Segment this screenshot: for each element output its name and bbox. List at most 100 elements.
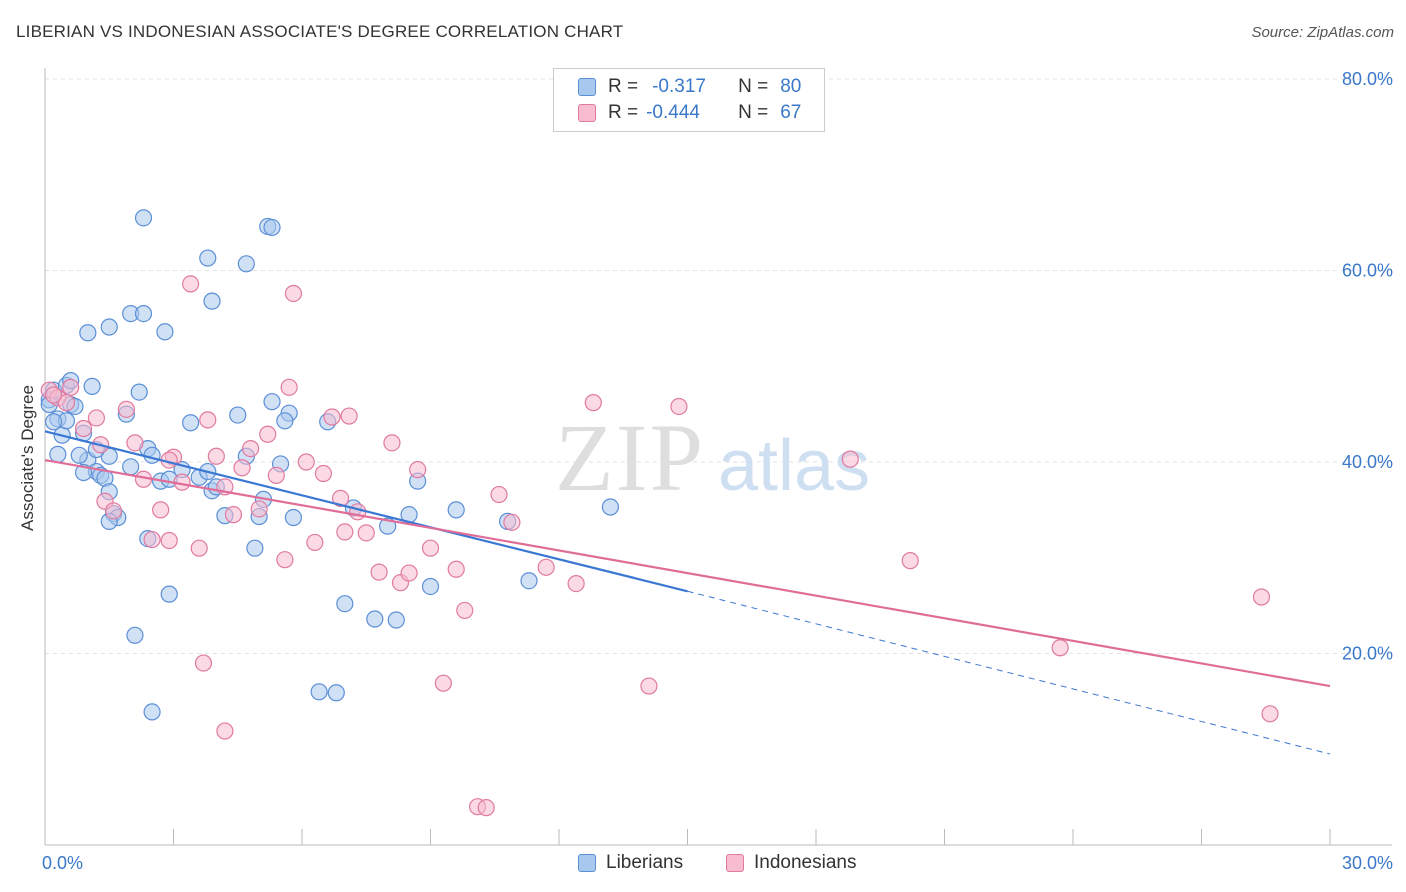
point-indonesian: [62, 378, 80, 396]
point-indonesian: [194, 654, 213, 672]
point-indonesian: [74, 419, 93, 438]
point-indonesian: [370, 563, 388, 581]
point-indonesian: [340, 407, 358, 425]
point-indonesian: [87, 409, 106, 427]
point-liberian: [229, 406, 247, 424]
axes: [44, 68, 1392, 846]
point-indonesian: [250, 500, 268, 518]
point-liberian: [276, 412, 294, 430]
point-indonesian: [44, 386, 63, 404]
point-liberian: [44, 413, 63, 431]
legend-label-indonesians: Indonesians: [754, 852, 857, 873]
point-indonesian: [152, 501, 170, 519]
y-axis-label: Associate's Degree: [18, 385, 37, 531]
point-indonesian: [584, 394, 602, 412]
point-indonesian: [160, 531, 178, 550]
point-liberian: [284, 508, 303, 527]
point-indonesian: [306, 533, 324, 552]
legend-row-indonesians: R = -0.444 N = 67: [578, 100, 801, 126]
legend-n-value: 67: [780, 102, 802, 123]
y-tick-label: 80.0%: [1342, 69, 1393, 89]
point-indonesian: [456, 601, 474, 620]
gridlines: [45, 78, 1392, 654]
point-liberian: [79, 324, 97, 342]
point-indonesian: [567, 575, 585, 593]
point-indonesian: [126, 434, 144, 452]
point-indonesian: [477, 799, 495, 817]
point-indonesian: [276, 551, 294, 569]
point-indonesian: [503, 513, 521, 531]
legend-item-liberians: Liberians: [578, 852, 683, 874]
point-liberian: [263, 218, 281, 237]
point-indonesian: [199, 411, 217, 429]
legend-r-value: -0.444: [646, 102, 700, 123]
point-indonesian: [357, 524, 375, 542]
point-liberian: [130, 383, 148, 401]
point-liberian: [134, 209, 153, 227]
legend-swatch-liberians: [578, 78, 596, 96]
legend-swatch-indonesians: [578, 104, 596, 122]
legend-n-label: N =: [738, 102, 769, 123]
point-indonesian: [490, 485, 508, 504]
point-liberian: [246, 539, 264, 557]
point-liberian: [310, 683, 328, 701]
tick-labels: 20.0% 40.0% 60.0% 80.0% 0.0% 30.0%: [42, 69, 1393, 873]
y-tick-label: 60.0%: [1342, 261, 1393, 281]
point-indonesian: [841, 450, 859, 468]
point-liberian: [237, 255, 255, 273]
point-liberian: [601, 498, 620, 516]
series-liberians: [40, 209, 620, 721]
legend-r-label: R =: [608, 102, 639, 123]
point-liberian: [134, 304, 153, 323]
point-indonesian: [314, 464, 333, 483]
point-indonesian: [267, 466, 285, 485]
source-label: Source: ZipAtlas.com: [1251, 24, 1394, 41]
trend-line-indonesians: [44, 459, 1331, 688]
point-indonesian: [117, 400, 135, 418]
stats-legend: R = -0.317 N = 80 R = -0.444 N = 67: [553, 68, 825, 132]
legend-label-liberians: Liberians: [606, 852, 684, 873]
point-indonesian: [242, 439, 260, 458]
point-indonesian: [383, 434, 401, 452]
point-indonesian: [421, 539, 440, 557]
point-liberian: [182, 414, 200, 432]
x-tick-label: 30.0%: [1342, 853, 1393, 873]
point-liberian: [160, 585, 178, 603]
legend-row-liberians: R = -0.317 N = 80: [578, 74, 801, 100]
point-indonesian: [182, 275, 200, 293]
point-liberian: [49, 445, 67, 463]
point-indonesian: [323, 408, 341, 426]
point-indonesian: [143, 530, 161, 549]
point-liberian: [126, 626, 144, 644]
trend-lines: [44, 430, 1331, 755]
point-liberian: [366, 610, 384, 628]
legend-item-indonesians: Indonesians: [726, 852, 856, 874]
point-indonesian: [901, 552, 919, 570]
point-indonesian: [216, 722, 234, 740]
point-liberian: [447, 501, 465, 519]
point-liberian: [100, 318, 118, 336]
point-indonesian: [259, 425, 277, 443]
point-indonesian: [331, 489, 350, 507]
point-indonesian: [1051, 639, 1069, 657]
point-indonesian: [336, 523, 354, 541]
legend-n-label: N =: [738, 76, 769, 97]
point-indonesian: [1261, 705, 1279, 723]
point-indonesian: [284, 284, 303, 303]
point-liberian: [387, 611, 405, 629]
point-liberian: [122, 458, 140, 476]
series-indonesians: [40, 275, 1279, 817]
point-indonesian: [670, 397, 688, 416]
legend-r-value: -0.317: [652, 76, 706, 97]
point-indonesian: [233, 459, 251, 477]
point-indonesian: [297, 453, 315, 471]
point-indonesian: [447, 560, 465, 578]
point-indonesian: [280, 378, 298, 396]
x-tick-label: 0.0%: [42, 853, 83, 873]
point-indonesian: [1252, 588, 1271, 606]
point-liberian: [520, 572, 538, 590]
point-indonesian: [640, 677, 658, 695]
y-tick-label: 40.0%: [1342, 452, 1393, 472]
point-liberian: [263, 393, 281, 411]
